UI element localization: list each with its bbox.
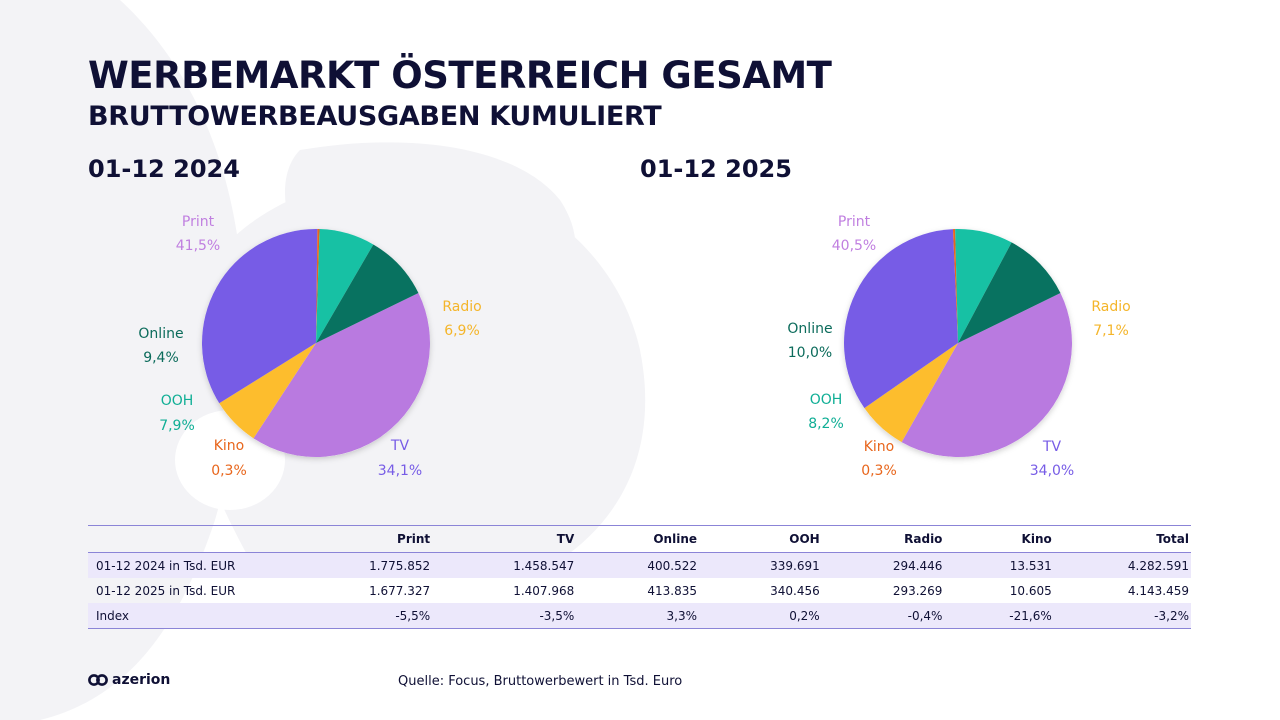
pie-slice-print	[901, 293, 1072, 457]
table-cell: 10.605	[1009, 583, 1052, 598]
pie-slice-kino	[952, 229, 958, 343]
table-cell: -0,4%	[829, 603, 953, 629]
table-cell: 294.446	[829, 552, 953, 578]
table-header-cell	[88, 525, 296, 553]
table-header-cell: OOH	[707, 525, 830, 553]
table-cell: 339.691	[707, 552, 830, 578]
table-cell: 13.531	[952, 552, 1062, 578]
table-cell: -3,5%	[440, 603, 585, 629]
pie-label-ooh: OOH	[810, 392, 843, 408]
period-title-2024: 01-12 2024	[88, 155, 240, 183]
table-cell: 1.677.327	[369, 583, 431, 598]
pie-slice-radio	[219, 343, 316, 439]
pie-label-print: Print	[838, 214, 871, 230]
table-cell: 1.458.547	[440, 552, 585, 578]
table-cell: Index	[88, 603, 296, 629]
table-header-cell: Radio	[829, 525, 953, 553]
pie-slice-kino	[316, 229, 320, 343]
pie-slice-radio	[864, 343, 958, 443]
table-header-row: Print TV Online OOH Radio Kino Total	[88, 525, 1191, 553]
pie-value-label-online: 9,4%	[143, 350, 179, 366]
table-header-cell: TV	[440, 525, 585, 553]
pie-label-kino: Kino	[214, 438, 245, 454]
table-cell: 3,3%	[584, 603, 707, 629]
pie-label-tv: TV	[390, 438, 410, 454]
page-title: WERBEMARKT ÖSTERREICH GESAMT	[88, 54, 832, 97]
period-title-2025: 01-12 2025	[640, 155, 792, 183]
pie-chart-2025: Print 40,5% Radio 7,1% TV 34,0% Kino 0,3% OOH 8,2…	[787, 214, 1130, 479]
pie-value-label-kino: 0,3%	[211, 463, 247, 479]
pie-slice-tv	[201, 229, 318, 404]
pie-value-label-ooh: 7,9%	[159, 418, 195, 434]
table-header-cell: Online	[584, 525, 707, 553]
pie-label-tv: TV	[1042, 439, 1062, 455]
azerion-logo-icon	[88, 674, 108, 686]
pie-value-label-print: 41,5%	[176, 238, 220, 254]
pie-label-online: Online	[787, 321, 832, 337]
pie-value-label-radio: 7,1%	[1093, 323, 1129, 339]
table-cell: 01-12 2025 in Tsd. EUR	[96, 583, 236, 598]
pie-label-ooh: OOH	[161, 393, 194, 409]
pie-slice-print	[253, 293, 430, 458]
logo-text: azerion	[112, 672, 171, 688]
table-cell: 4.143.459	[1127, 583, 1189, 598]
pie-slice-ooh	[955, 229, 1012, 343]
table-row: 01-12 2025 in Tsd. EUR 1.677.327 1.407.9…	[88, 578, 1191, 603]
pie-label-radio: Radio	[442, 299, 481, 315]
pie-value-label-online: 10,0%	[788, 345, 832, 361]
table-cell: 413.835	[647, 583, 697, 598]
pie-slice-tv	[843, 229, 958, 409]
table-header-cell: Kino	[952, 525, 1062, 553]
table-cell: 01-12 2024 in Tsd. EUR	[88, 552, 296, 578]
table-cell: 340.456	[770, 583, 820, 598]
table-cell: 4.282.591	[1061, 552, 1191, 578]
pie-slice-online	[316, 244, 419, 343]
table-cell: 293.269	[892, 583, 943, 598]
pie-slice-ooh	[316, 229, 374, 343]
data-table: Print TV Online OOH Radio Kino Total 01-…	[88, 525, 1191, 629]
pie-slice-online	[958, 242, 1061, 343]
table-cell: 0,2%	[707, 603, 830, 629]
pie-chart-2024: Print 41,5% Radio 6,9% TV 34,1% Kino 0,3% OOH 7,9…	[138, 214, 481, 479]
table-cell: 1.407.968	[513, 583, 575, 598]
pie-value-label-print: 40,5%	[832, 238, 876, 254]
table-row: Index -5,5% -3,5% 3,3% 0,2% -0,4% -21,6%…	[88, 603, 1191, 629]
table-header-cell: Print	[296, 525, 441, 553]
pie-label-radio: Radio	[1091, 299, 1130, 315]
page-subtitle: BRUTTOWERBEAUSGABEN KUMULIERT	[88, 101, 662, 132]
pie-value-label-ooh: 8,2%	[808, 416, 844, 432]
pie-label-print: Print	[182, 214, 215, 230]
table-cell: 400.522	[584, 552, 707, 578]
table-header-cell: Total	[1061, 525, 1191, 553]
pie-value-label-kino: 0,3%	[861, 463, 897, 479]
source-note: Quelle: Focus, Bruttowerbewert in Tsd. E…	[398, 674, 683, 689]
table-row: 01-12 2024 in Tsd. EUR 1.775.852 1.458.5…	[88, 552, 1191, 578]
table-cell: 1.775.852	[296, 552, 441, 578]
azerion-logo: azerion	[88, 672, 170, 688]
table-cell: -3,2%	[1061, 603, 1191, 629]
pie-value-label-tv: 34,0%	[1030, 463, 1074, 479]
pie-value-label-radio: 6,9%	[444, 323, 480, 339]
pie-label-online: Online	[138, 326, 183, 342]
pie-label-kino: Kino	[864, 439, 895, 455]
pie-value-label-tv: 34,1%	[378, 463, 422, 479]
table-cell: -5,5%	[296, 603, 441, 629]
table-cell: -21,6%	[952, 603, 1062, 629]
